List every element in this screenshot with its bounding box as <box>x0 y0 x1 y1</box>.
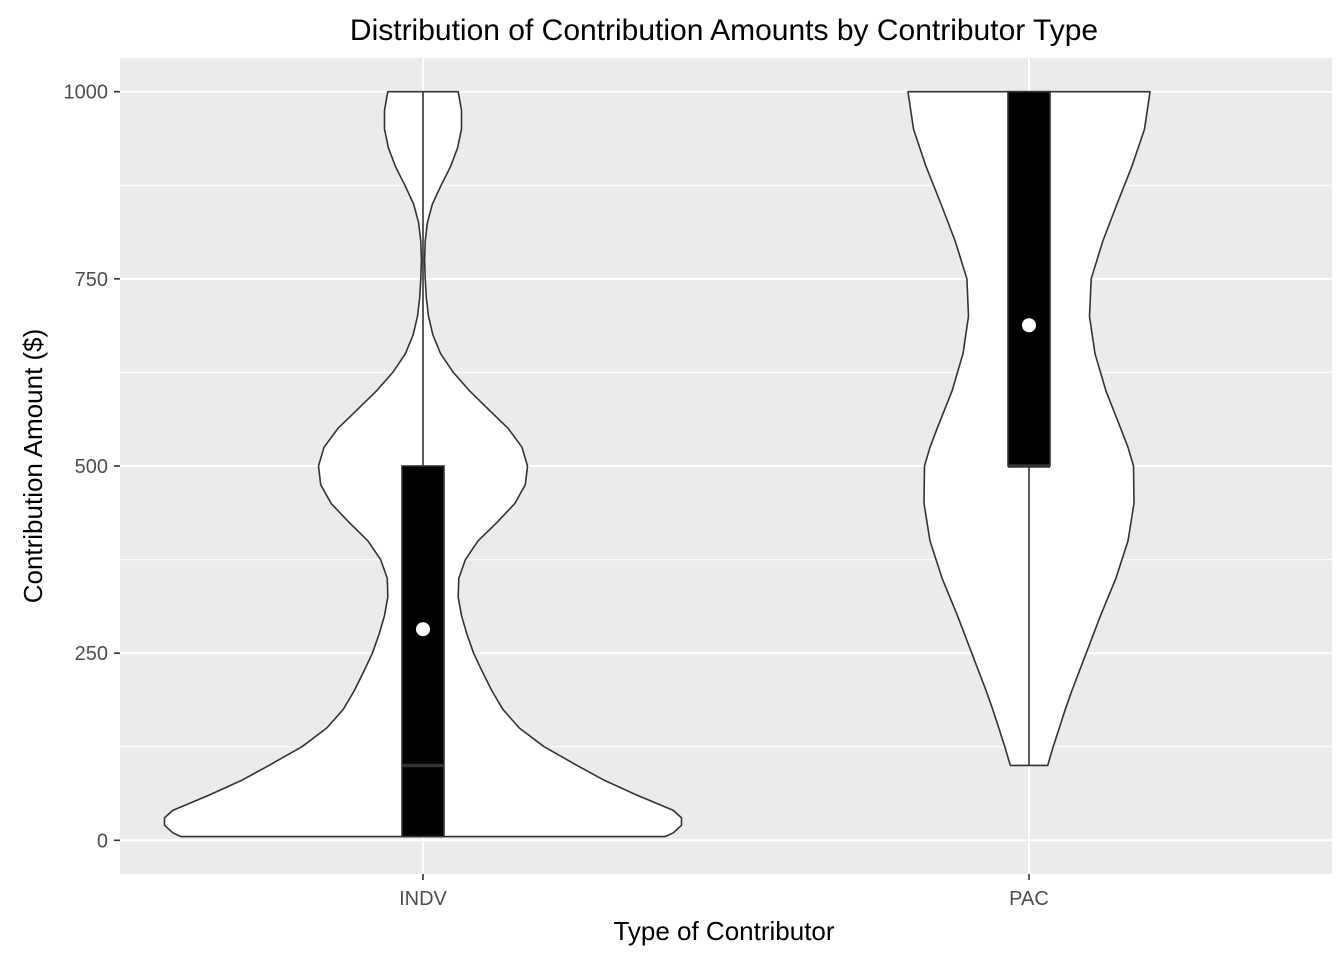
boxplots <box>401 90 1051 838</box>
y-tick-label: 750 <box>75 269 108 291</box>
y-tick-label: 500 <box>75 456 108 478</box>
y-axis-title: Contribution Amount ($) <box>18 329 48 604</box>
mean-point-pac <box>1022 318 1036 333</box>
y-tick-label: 250 <box>75 643 108 665</box>
box-indv <box>401 465 445 838</box>
box-pac <box>1007 90 1051 467</box>
chart-title: Distribution of Contribution Amounts by … <box>350 14 1098 47</box>
x-axis-title: Type of Contributor <box>613 916 834 946</box>
x-axis: INDV PAC <box>399 874 1049 910</box>
x-tick-label-indv: INDV <box>399 888 447 910</box>
x-tick-label-pac: PAC <box>1009 888 1049 910</box>
mean-point-indv <box>416 622 430 637</box>
y-tick-label: 0 <box>97 830 108 852</box>
y-tick-label: 1000 <box>64 82 109 104</box>
y-axis: 0 250 500 750 1000 <box>64 82 120 852</box>
